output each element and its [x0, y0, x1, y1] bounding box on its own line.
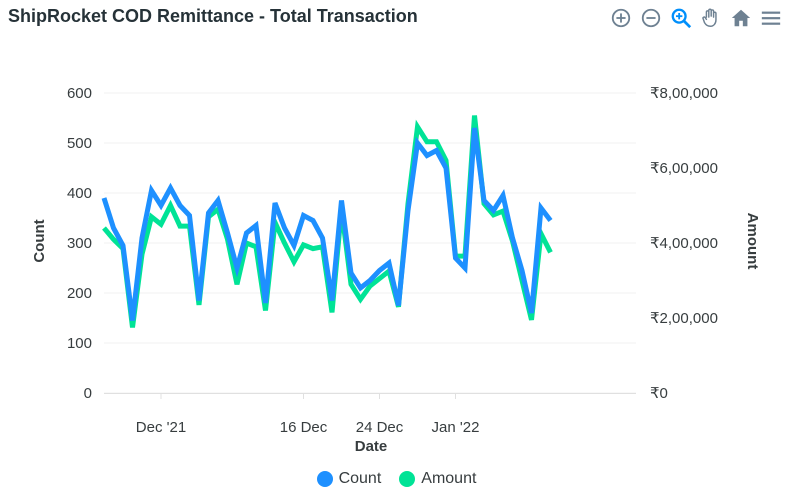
y-tick-label-left: 300: [67, 235, 92, 252]
home-reset-icon[interactable]: [729, 6, 753, 30]
y-tick-label-right: ₹0: [650, 385, 668, 402]
legend-item-amount[interactable]: Amount: [399, 470, 476, 488]
legend-marker-count: [316, 471, 333, 487]
menu-icon[interactable]: [759, 6, 783, 30]
legend-item-count[interactable]: Count: [316, 470, 382, 488]
y-tick-label-left: 0: [84, 385, 92, 402]
series-line-amount: [102, 115, 553, 328]
series-line-count: [101, 127, 553, 321]
y-tick-label-left: 600: [67, 85, 92, 102]
x-axis-title: Date: [355, 438, 388, 455]
legend-label-count: Count: [338, 470, 382, 487]
legend: Count Amount: [0, 470, 793, 488]
zoom-select-icon[interactable]: [669, 6, 693, 30]
legend-label-amount: Amount: [421, 470, 477, 487]
y-tick-label-right: ₹2,00,000: [650, 310, 718, 327]
y-tick-label-left: 100: [67, 335, 92, 352]
y-axis-title-left: Count: [31, 219, 48, 262]
x-tick-label: 16 Dec: [280, 419, 328, 436]
x-tick-label: 24 Dec: [356, 419, 404, 436]
chart-area[interactable]: 600 500 400 300 200 100 0 ₹8,00,000 ₹6,00,000 ₹4,…: [0, 0, 793, 470]
y-tick-label-right: ₹4,00,000: [650, 235, 718, 252]
zoom-in-icon[interactable]: [609, 6, 633, 30]
pan-hand-icon[interactable]: [699, 6, 723, 30]
x-tick-label: Jan '22: [432, 419, 480, 436]
x-tick-label: Dec '21: [136, 419, 186, 436]
y-tick-label-right: ₹8,00,000: [650, 85, 718, 102]
y-tick-label-left: 500: [67, 135, 92, 152]
y-tick-label-left: 200: [67, 285, 92, 302]
zoom-out-icon[interactable]: [639, 6, 663, 30]
legend-marker-amount: [399, 471, 416, 487]
y-axis-title-right: Amount: [744, 213, 761, 270]
chart-toolbar: [609, 6, 783, 30]
chart-title: ShipRocket COD Remittance - Total Transa…: [8, 6, 418, 26]
y-tick-label-right: ₹6,00,000: [650, 160, 718, 177]
y-tick-label-left: 400: [67, 185, 92, 202]
